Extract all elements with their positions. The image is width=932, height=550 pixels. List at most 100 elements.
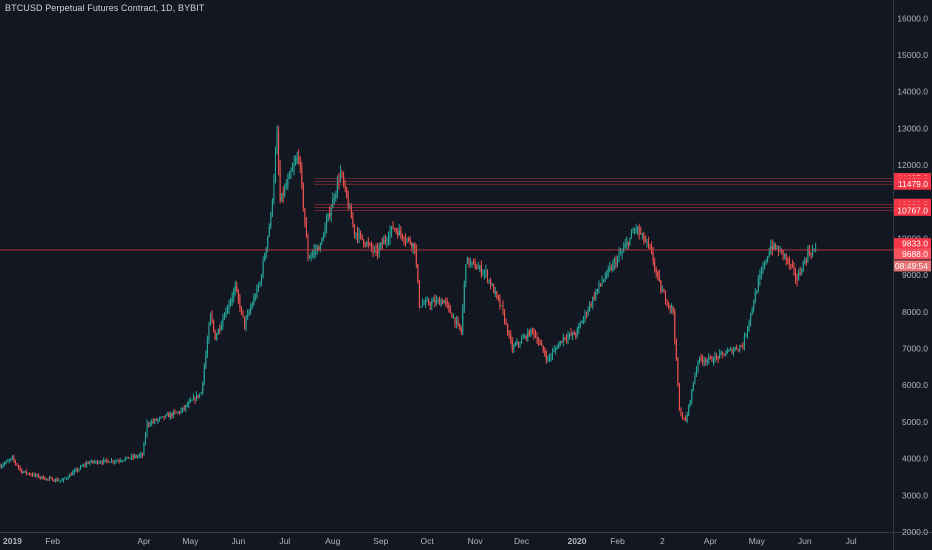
candle-body — [96, 460, 99, 464]
candle — [587, 306, 589, 317]
candle — [200, 391, 202, 394]
candle — [203, 363, 205, 386]
candle — [27, 472, 29, 475]
y-tick-label: 3000.0 — [902, 490, 928, 500]
candle — [736, 344, 738, 350]
candle — [689, 399, 691, 408]
candle — [663, 288, 665, 294]
candle-body — [791, 265, 793, 267]
horizontal-levels — [0, 178, 893, 251]
candle — [599, 283, 602, 287]
candle-body — [584, 312, 586, 319]
candle-body — [640, 232, 642, 234]
candle-body — [485, 270, 487, 273]
candle — [257, 282, 260, 292]
candle — [307, 233, 309, 262]
candle-body — [745, 334, 747, 337]
candle — [483, 269, 485, 280]
candle — [666, 298, 668, 307]
candle-body — [505, 322, 507, 324]
candle — [576, 326, 578, 339]
candle-body — [692, 383, 694, 390]
candle — [271, 198, 273, 218]
candle-body — [740, 345, 742, 347]
candle-body — [480, 266, 482, 274]
candle — [627, 241, 629, 250]
candle-body — [774, 243, 776, 249]
candle — [124, 456, 126, 462]
candle — [113, 460, 116, 465]
candle-body — [254, 296, 256, 299]
candle-body — [327, 213, 329, 221]
candle — [417, 263, 419, 284]
candle — [152, 418, 154, 424]
candle-body — [468, 257, 470, 265]
candle-body — [115, 460, 117, 462]
candle — [216, 332, 218, 341]
candle-body — [290, 171, 292, 174]
candle — [516, 338, 518, 346]
candle-body — [86, 462, 88, 466]
candle-body — [764, 261, 766, 268]
candle — [339, 165, 342, 183]
candle — [737, 349, 739, 353]
candle-body — [209, 313, 212, 326]
x-tick-label: Nov — [468, 536, 484, 546]
candle — [624, 238, 626, 249]
candle-body — [471, 261, 473, 263]
candle-body — [319, 243, 321, 251]
candle-body — [324, 227, 326, 238]
candle-body — [375, 248, 377, 250]
candle-body — [808, 250, 810, 254]
candle-body — [205, 353, 207, 368]
candle-body — [400, 230, 402, 235]
candle-body — [11, 457, 13, 459]
candle — [183, 404, 185, 412]
y-tick-label: 14000.0 — [897, 87, 928, 97]
candle-body — [448, 304, 450, 308]
candle — [534, 329, 537, 339]
level-tag: 11479.0 — [894, 178, 931, 190]
candle-body — [647, 241, 650, 245]
candle-body — [401, 234, 403, 239]
candle — [781, 248, 783, 255]
candle-body — [213, 321, 215, 330]
candle-body — [358, 232, 360, 239]
candle — [654, 257, 656, 273]
candle-body — [197, 395, 199, 397]
candle-body — [219, 329, 221, 331]
price-tags: 11635.011553.511479.010932.510850.510767… — [894, 172, 931, 272]
candle — [112, 459, 114, 464]
candle — [539, 339, 541, 346]
candle — [746, 325, 749, 340]
candle — [95, 459, 97, 464]
candle — [182, 407, 184, 414]
candle — [191, 399, 193, 402]
candle — [192, 393, 194, 401]
candle-body — [239, 298, 241, 309]
candle-body — [356, 233, 359, 239]
candle-body — [172, 411, 174, 416]
candle — [601, 275, 603, 287]
candle-body — [261, 275, 263, 283]
candle — [50, 476, 52, 480]
candle-body — [598, 283, 600, 289]
candle — [493, 283, 495, 294]
candle-body — [717, 356, 719, 359]
candle — [205, 350, 207, 369]
candle — [220, 320, 222, 331]
candle-body — [568, 333, 571, 336]
candle — [620, 247, 622, 256]
candle-body — [321, 238, 323, 244]
candle-body — [624, 244, 626, 249]
candle — [24, 471, 26, 473]
candle-body — [237, 290, 239, 299]
candle-body — [24, 471, 26, 473]
candle — [760, 266, 762, 280]
candle — [8, 458, 10, 464]
candle — [120, 458, 122, 463]
candle — [83, 463, 85, 467]
candle-body — [562, 337, 564, 343]
